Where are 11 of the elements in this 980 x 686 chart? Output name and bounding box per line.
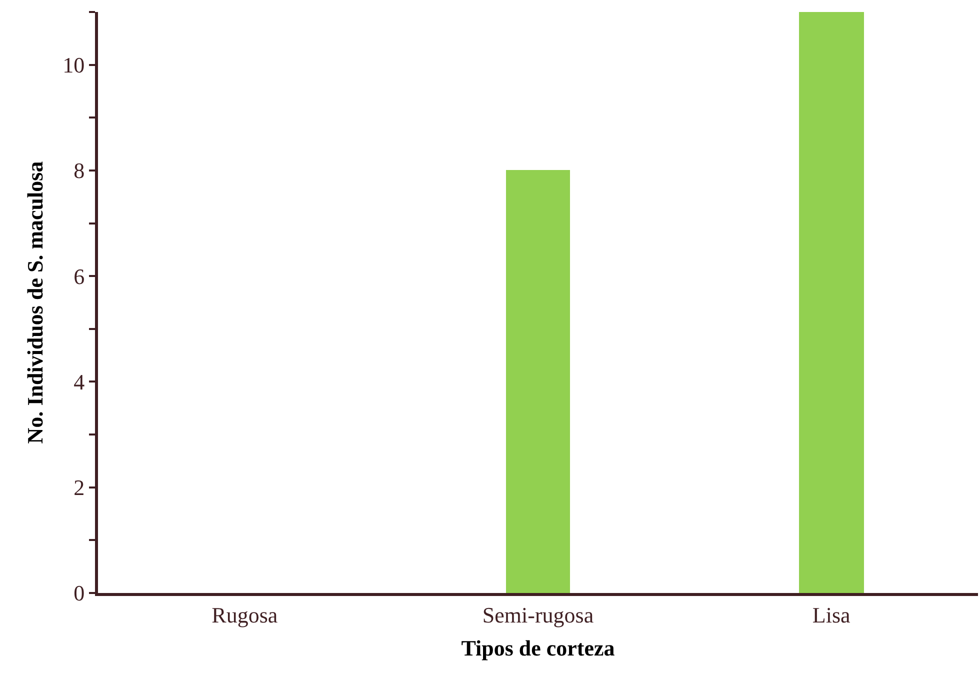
y-tick-label: 8 [74,158,85,184]
y-tick-label: 10 [62,52,85,78]
y-tick-label: 4 [74,369,85,394]
y-axis-title: No. Individuos de S. maculosa [22,161,48,444]
x-axis-title: Tipos de corteza [461,635,615,660]
y-tick-label: 6 [74,264,85,289]
y-tick-label: 0 [74,580,85,606]
x-tick-label: Lisa [812,602,850,628]
y-tick-label: 2 [74,475,85,500]
x-tick-label: Semi-rugosa [482,602,594,628]
x-tick-label: Rugosa [212,602,278,628]
